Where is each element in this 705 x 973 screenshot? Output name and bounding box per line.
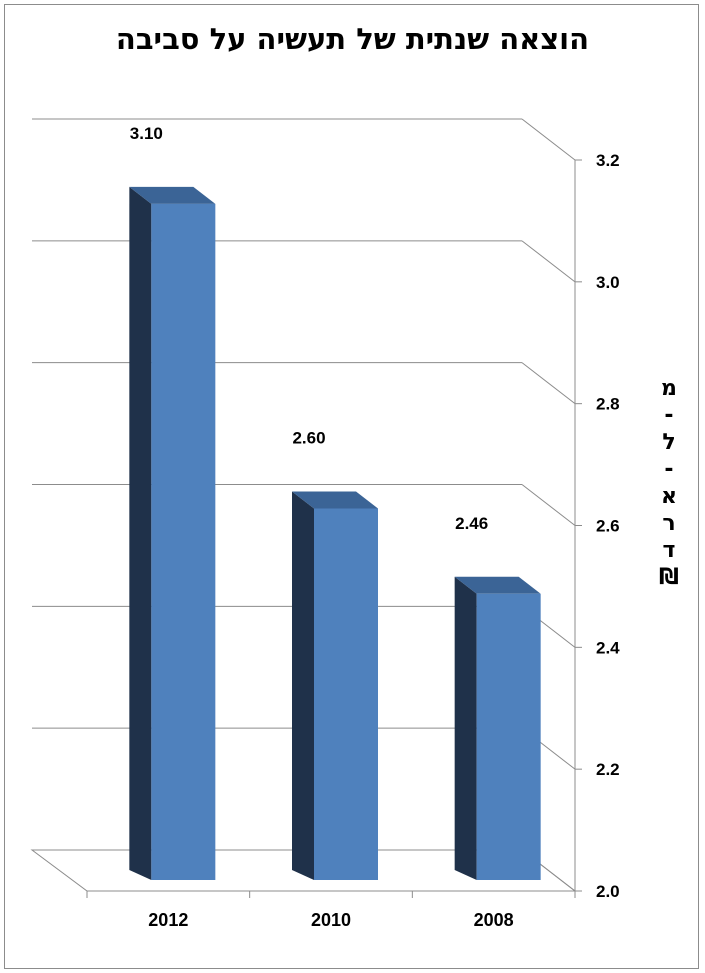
gridline-diagonal bbox=[521, 484, 576, 526]
bar-top bbox=[292, 491, 378, 509]
bar-side bbox=[292, 491, 314, 880]
bar bbox=[151, 203, 216, 880]
data-label: 3.10 bbox=[130, 124, 163, 143]
bar-side bbox=[454, 576, 477, 880]
x-tick-label: 2012 bbox=[148, 910, 188, 930]
y-axis-label-char: א bbox=[660, 484, 678, 509]
bar bbox=[476, 593, 541, 880]
bar-top bbox=[454, 576, 541, 594]
y-tick-label: 3.2 bbox=[596, 151, 620, 170]
data-label: 2.46 bbox=[455, 514, 488, 533]
y-tick-label: 2.2 bbox=[596, 760, 620, 779]
y-tick-label: 3.0 bbox=[596, 273, 620, 292]
bar-side bbox=[129, 186, 152, 880]
y-axis-label-char: - bbox=[664, 457, 674, 482]
gridline-diagonal bbox=[521, 118, 576, 161]
bar-top bbox=[129, 186, 216, 204]
gridline-diagonal bbox=[521, 240, 576, 283]
data-label: 2.60 bbox=[292, 429, 325, 448]
x-tick-label: 2008 bbox=[474, 910, 514, 930]
y-axis-label-char: ר bbox=[662, 511, 676, 536]
y-axis-label-char: - bbox=[664, 403, 674, 428]
bar bbox=[314, 508, 378, 880]
y-tick-label: 2.4 bbox=[596, 638, 620, 657]
y-axis-label-char: ל bbox=[662, 430, 676, 455]
y-axis-label-char: ד bbox=[662, 538, 676, 563]
y-axis-label: מ - ל - א ר ד ₪ bbox=[654, 375, 684, 591]
gridline-diagonal bbox=[521, 362, 576, 405]
y-axis-label-char: ₪ bbox=[659, 565, 679, 590]
x-tick-label: 2010 bbox=[311, 910, 351, 930]
y-tick-label: 2.0 bbox=[596, 882, 620, 901]
chart-title: הוצאה שנתית של תעשיה על סביבה bbox=[115, 22, 590, 56]
y-axis-label-char: מ bbox=[661, 376, 677, 401]
y-tick-label: 2.8 bbox=[596, 395, 620, 414]
y-tick-label: 2.6 bbox=[596, 517, 620, 536]
